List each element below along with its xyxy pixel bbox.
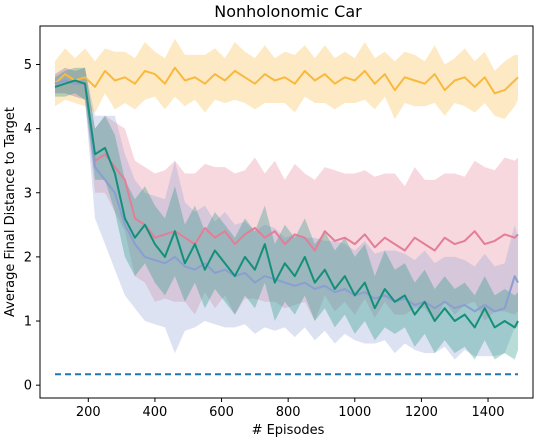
y-axis-label: Average Final Distance to Target <box>3 107 18 317</box>
series-3-line <box>54 79 519 313</box>
plot-area <box>54 38 519 376</box>
x-tick-label: 400 <box>143 405 168 420</box>
y-axis-ticks: 0 1 2 3 4 5 <box>24 58 40 394</box>
x-axis-label: # Episodes <box>252 423 325 438</box>
series-1-line <box>54 66 519 95</box>
y-tick-label: 1 <box>24 315 32 330</box>
series-4-band <box>55 67 518 360</box>
y-tick-label: 3 <box>24 186 32 201</box>
series-lines <box>54 66 519 329</box>
x-axis-ticks: 200 400 600 800 1000 1200 1400 <box>76 398 505 420</box>
series-3-band <box>55 67 518 360</box>
y-tick-label: 5 <box>24 58 32 73</box>
x-tick-label: 1200 <box>405 405 438 420</box>
series-4-line <box>54 79 519 329</box>
y-tick-label: 2 <box>24 250 32 265</box>
x-tick-label: 1000 <box>338 405 371 420</box>
x-tick-label: 200 <box>76 405 101 420</box>
x-tick-label: 600 <box>209 405 234 420</box>
y-tick-label: 0 <box>24 379 32 394</box>
series-2-band <box>55 67 518 321</box>
series-2-line <box>54 79 519 252</box>
plot-frame <box>39 25 534 399</box>
x-tick-label: 1400 <box>471 405 504 420</box>
y-tick-label: 4 <box>24 122 32 137</box>
confidence-bands <box>55 38 518 360</box>
chart-title: Nonholonomic Car <box>214 2 362 21</box>
x-tick-label: 800 <box>276 405 301 420</box>
